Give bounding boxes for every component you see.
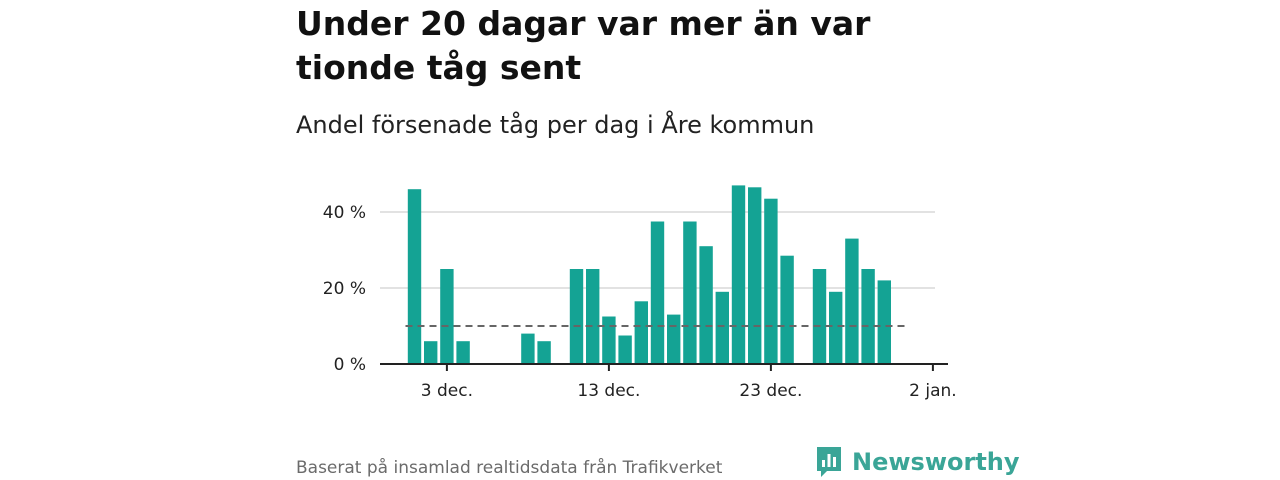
source-note: Baserat på insamlad realtidsdata från Tr… — [296, 458, 723, 478]
bar — [634, 301, 648, 364]
y-tick-label: 40 % — [323, 203, 366, 223]
y-tick-label: 20 % — [323, 279, 366, 299]
brand-name: Newsworthy — [852, 448, 1020, 476]
x-tick-label: 23 dec. — [739, 381, 802, 401]
bar — [699, 246, 713, 364]
bar — [715, 291, 729, 364]
bar — [748, 187, 762, 364]
bar — [424, 341, 438, 364]
bar — [537, 341, 551, 364]
bar — [829, 291, 843, 364]
bar — [456, 341, 470, 364]
brand-logo: Newsworthy — [815, 445, 1020, 479]
bar — [521, 333, 535, 364]
x-tick-label: 2 jan. — [909, 381, 957, 401]
bar — [650, 221, 665, 364]
bar — [569, 269, 584, 364]
bar — [877, 280, 891, 364]
x-tick-label: 13 dec. — [577, 381, 640, 401]
bar — [861, 269, 875, 364]
bar — [764, 198, 778, 364]
bar — [602, 316, 616, 364]
bar — [440, 269, 454, 364]
bar — [667, 314, 681, 364]
bar — [845, 238, 859, 364]
chart-subtitle: Andel försenade tåg per dag i Åre kommun — [296, 111, 815, 139]
bar — [586, 269, 600, 364]
bar — [780, 255, 794, 364]
newsworthy-logo-icon — [817, 447, 841, 477]
bar — [618, 335, 632, 364]
bar — [683, 221, 697, 364]
bar — [812, 269, 827, 364]
chart-title: Under 20 dagar var mer än var tionde tåg… — [296, 4, 871, 87]
bar — [731, 185, 746, 364]
y-tick-label: 0 % — [334, 355, 366, 375]
x-tick-label: 3 dec. — [421, 381, 473, 401]
bar — [407, 189, 422, 364]
